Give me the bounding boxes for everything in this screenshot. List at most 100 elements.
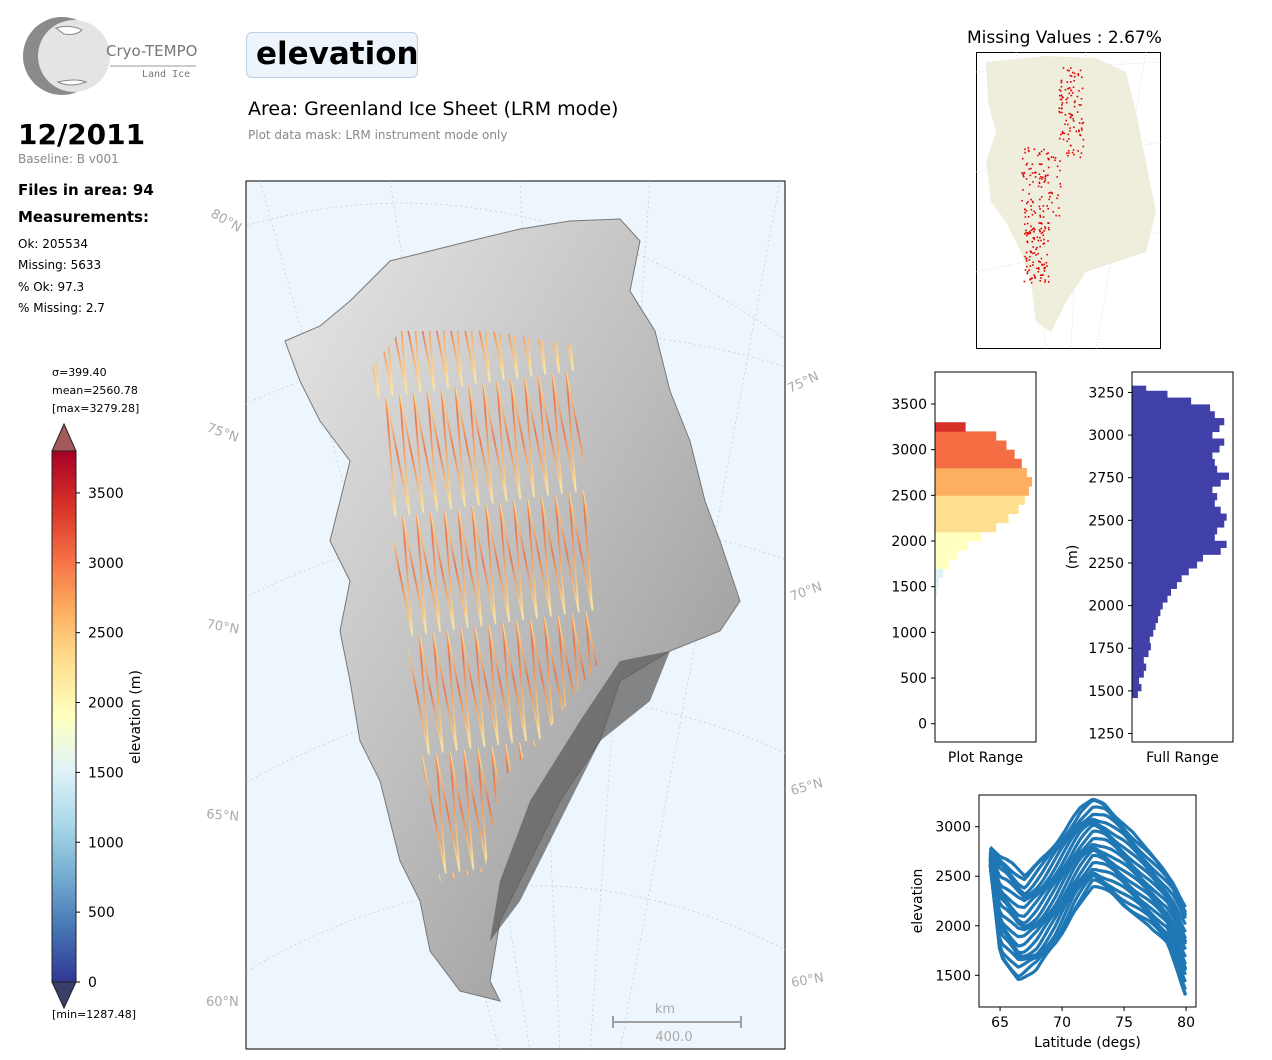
missing-point [1040,277,1042,279]
histogram-bar [935,531,981,542]
missing-point [1029,250,1032,253]
missing-point [1041,178,1043,180]
histogram-bar [1132,458,1215,467]
missing-point [1024,211,1026,214]
missing-point [1058,89,1061,91]
missing-point [1029,231,1032,234]
scatter-track [988,864,1188,996]
missing-point [1080,118,1083,120]
missing-point [1042,210,1045,213]
missing-point [1043,148,1045,151]
measurement-pct-missing: % Missing: 2.7 [18,301,105,315]
missing-point [1042,205,1045,207]
missing-values-title: Missing Values : 2.67% [967,28,1162,48]
histogram-bar [1132,656,1144,664]
elevation-latitude-scatter[interactable]: 65 70 75 80 1500 2000 2500 3000 Latitude (degs) e… [900,790,1220,1055]
missing-point [1073,126,1075,129]
missing-point [1038,181,1041,184]
missing-point [1047,166,1050,169]
missing-point [1044,227,1047,230]
histogram-bar [1132,588,1172,596]
histogram-bar [1132,465,1218,473]
missing-point [1051,192,1053,195]
colorbar-gradient [51,450,77,983]
missing-point [1034,176,1037,178]
missing-point [1040,222,1042,224]
missing-point [1041,222,1043,225]
histogram-bar [935,467,1027,478]
lat-label-left-4: 65°N [206,807,240,825]
missing-point [1043,270,1046,272]
scatter-track [988,859,1188,970]
missing-point [1044,226,1046,228]
missing-point [1065,152,1068,154]
elevation-colorbar: 0 500 1000 1500 2000 2500 3000 3500 elevation (… [51,422,144,1010]
missing-point [1027,201,1029,203]
missing-values-map[interactable] [976,52,1162,350]
histogram-ytick-label: 1750 [1088,641,1124,657]
missing-point [1028,259,1031,261]
missing-point [1024,148,1026,151]
missing-point [1026,240,1029,243]
missing-point [1035,254,1037,256]
histogram-bar [935,550,958,560]
colorbar-label: elevation (m) [128,670,144,764]
missing-point [1038,173,1041,176]
histogram-bar [935,449,1015,460]
colorbar-tick-label: 3000 [88,556,124,572]
missing-point [1028,269,1030,271]
missing-point [1070,113,1072,116]
histogram-ytick-label: 2500 [1088,513,1124,529]
plot-range-histogram[interactable]: 0 500 1000 1500 2000 2500 3000 3500 Plot Range [880,370,1050,770]
lat-label-right-3: 65°N [789,776,825,799]
missing-point [1023,172,1025,175]
colorbar-tick-label: 3500 [88,486,124,502]
missing-point [1037,239,1040,242]
missing-point [1039,198,1041,201]
missing-point [1028,150,1030,153]
missing-point [1073,72,1076,75]
missing-point [1025,164,1028,166]
main-elevation-map[interactable]: 80°N 75°N 70°N 65°N 60°N 75°N 70°N 65°N … [200,180,840,1051]
scale-bar: km 400.0 [612,1002,742,1045]
missing-point [1067,150,1070,152]
colorbar-stat-mean: mean=2560.78 [52,384,138,397]
missing-point [1060,107,1063,109]
logo-subtitle: Land Ice [142,69,191,80]
missing-point [1069,127,1071,129]
missing-point [1044,177,1047,180]
missing-point [1075,130,1078,133]
missing-point [1039,153,1041,155]
missing-point [1022,174,1025,176]
missing-point [1040,163,1043,166]
histogram-bar [1132,609,1161,617]
missing-point [1066,101,1068,104]
missing-point [1079,156,1082,159]
missing-point [1082,145,1085,148]
histogram-frame [934,371,1037,743]
scatter-track [988,843,1187,946]
missing-point [1070,75,1073,77]
missing-point [1072,86,1075,88]
missing-point [1070,81,1072,83]
missing-point [1059,160,1061,162]
missing-point [1029,255,1031,258]
histogram-bar [935,559,950,569]
missing-point [1029,174,1032,177]
missing-point [1033,210,1035,213]
histogram-xlabel: Plot Range [948,750,1023,766]
missing-point [1078,122,1081,124]
missing-point [1026,272,1029,275]
histogram-bar [1132,385,1147,393]
missing-point [1060,133,1062,136]
missing-point [1035,248,1037,251]
histogram-ylabel: (m) [1065,545,1081,570]
missing-point [1045,261,1048,264]
missing-point [1034,212,1037,214]
missing-point [1062,96,1064,99]
missing-point [1025,231,1027,234]
missing-point [1070,114,1073,117]
missing-point [1059,185,1062,188]
missing-point [1043,263,1045,266]
full-range-histogram[interactable]: 1250 1500 1750 2000 2250 2500 2750 3000 3250 Full… [1060,370,1250,770]
